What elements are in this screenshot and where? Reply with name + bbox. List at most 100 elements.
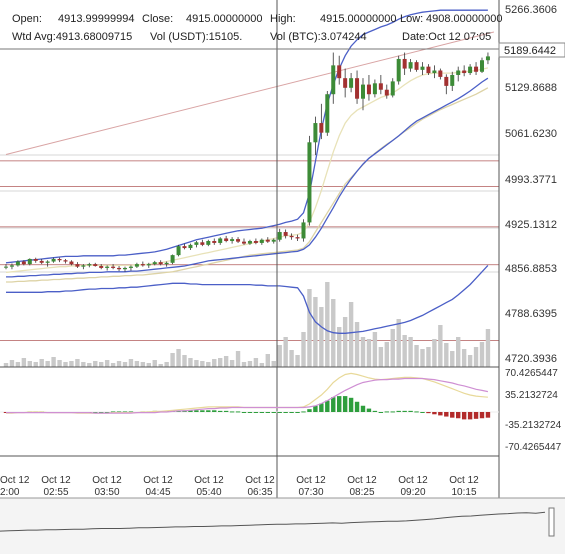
- candle[interactable]: [63, 258, 68, 264]
- candle[interactable]: [259, 238, 264, 245]
- candle[interactable]: [242, 238, 246, 245]
- candle[interactable]: [182, 243, 187, 250]
- candle[interactable]: [4, 264, 8, 270]
- candle[interactable]: [307, 135, 312, 226]
- candle[interactable]: [331, 52, 336, 104]
- macd-histogram-bar: [456, 412, 461, 419]
- candle-body: [9, 265, 14, 267]
- candle[interactable]: [474, 62, 479, 75]
- candle[interactable]: [230, 237, 235, 244]
- candle[interactable]: [378, 74, 383, 95]
- candle[interactable]: [128, 265, 133, 271]
- candle-body: [188, 244, 193, 249]
- candle[interactable]: [414, 60, 419, 72]
- candle[interactable]: [462, 65, 467, 77]
- time-tick-day: Oct 12: [398, 475, 428, 486]
- macd-histogram-bar: [402, 410, 407, 412]
- candle[interactable]: [99, 264, 104, 270]
- candle[interactable]: [69, 260, 74, 266]
- candle[interactable]: [384, 84, 389, 99]
- candle[interactable]: [361, 78, 365, 111]
- candle[interactable]: [45, 260, 50, 267]
- candle[interactable]: [277, 228, 282, 242]
- candle[interactable]: [81, 264, 86, 270]
- volume-bar: [229, 360, 235, 367]
- candle[interactable]: [51, 257, 56, 263]
- candle[interactable]: [57, 257, 62, 263]
- candle[interactable]: [158, 260, 163, 266]
- candle[interactable]: [283, 229, 288, 239]
- candle[interactable]: [21, 260, 26, 266]
- candle[interactable]: [75, 262, 80, 268]
- candle[interactable]: [170, 254, 175, 265]
- candle[interactable]: [117, 266, 122, 272]
- candle[interactable]: [343, 68, 348, 98]
- candle[interactable]: [355, 70, 360, 104]
- candle[interactable]: [485, 52, 490, 65]
- candle[interactable]: [164, 261, 169, 267]
- candle[interactable]: [140, 261, 145, 267]
- candle[interactable]: [188, 243, 193, 250]
- candle[interactable]: [390, 78, 395, 98]
- candle[interactable]: [372, 79, 377, 98]
- candle[interactable]: [200, 239, 205, 247]
- high-value: 4915.00000000: [320, 13, 396, 25]
- candle[interactable]: [146, 262, 151, 268]
- candle[interactable]: [247, 239, 252, 245]
- candle[interactable]: [420, 62, 425, 75]
- candle[interactable]: [27, 258, 32, 266]
- candle[interactable]: [39, 258, 44, 265]
- candle[interactable]: [438, 68, 443, 80]
- candle[interactable]: [480, 57, 484, 74]
- candle[interactable]: [408, 58, 413, 72]
- candle[interactable]: [301, 219, 306, 242]
- candle[interactable]: [194, 241, 199, 248]
- candle[interactable]: [123, 266, 127, 272]
- candle[interactable]: [325, 91, 330, 136]
- candle[interactable]: [402, 52, 407, 75]
- candle[interactable]: [319, 103, 324, 140]
- candle[interactable]: [366, 74, 371, 101]
- candle[interactable]: [313, 116, 318, 156]
- candle[interactable]: [265, 237, 270, 243]
- candle[interactable]: [450, 71, 455, 92]
- candle[interactable]: [212, 238, 217, 245]
- candle[interactable]: [9, 263, 14, 270]
- candle[interactable]: [218, 237, 223, 245]
- candle[interactable]: [253, 238, 258, 245]
- candle[interactable]: [271, 238, 276, 244]
- candle[interactable]: [93, 262, 98, 267]
- candle[interactable]: [426, 64, 431, 75]
- candle[interactable]: [105, 265, 110, 271]
- candle[interactable]: [396, 55, 401, 85]
- candle[interactable]: [33, 257, 38, 263]
- candle[interactable]: [468, 64, 473, 75]
- navigator-handle[interactable]: [548, 507, 555, 537]
- macd-histogram-bar: [313, 405, 318, 412]
- candle-body: [289, 235, 294, 238]
- macd-histogram-bar: [408, 410, 413, 412]
- candle[interactable]: [337, 55, 342, 85]
- candle[interactable]: [87, 262, 92, 268]
- navigator[interactable]: [0, 497, 565, 554]
- candle[interactable]: [456, 66, 461, 82]
- volume-bar: [122, 362, 128, 367]
- candlesticks[interactable]: [4, 52, 490, 272]
- candle[interactable]: [295, 234, 300, 242]
- candle[interactable]: [206, 239, 211, 247]
- volume-bar: [313, 297, 318, 367]
- candle[interactable]: [15, 260, 20, 267]
- candle[interactable]: [349, 73, 354, 93]
- candle[interactable]: [134, 262, 139, 268]
- candle[interactable]: [152, 260, 157, 266]
- candle[interactable]: [176, 244, 181, 257]
- candle[interactable]: [444, 74, 449, 95]
- candle-body: [75, 264, 80, 267]
- candle[interactable]: [289, 233, 294, 240]
- volume-bar: [360, 337, 366, 367]
- candle[interactable]: [224, 235, 229, 243]
- candle[interactable]: [236, 237, 241, 243]
- candle[interactable]: [432, 65, 437, 79]
- candle[interactable]: [111, 264, 116, 270]
